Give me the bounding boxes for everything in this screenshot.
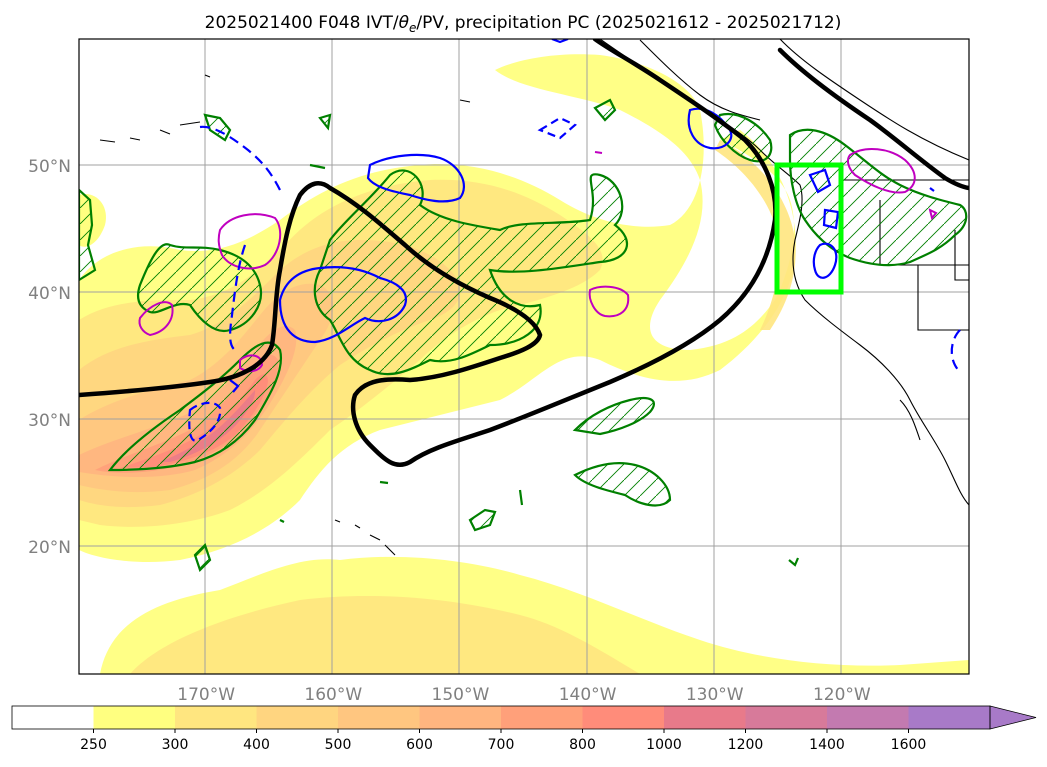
lon-label: 140°W [559,685,617,705]
colorbar-segment [256,706,339,729]
colorbar-label: 1000 [646,737,682,753]
colorbar-segment [338,706,420,729]
colorbar-segment [93,706,176,729]
colorbar-label: 1600 [891,737,927,753]
lon-label: 130°W [686,685,744,705]
colorbar-segment [501,706,583,729]
colorbar-label: 800 [569,737,596,753]
theta-e-contours [79,39,969,468]
lon-label: 170°W [177,685,235,705]
colorbar-label: 300 [162,737,189,753]
latitude-labels: 50°N 40°N 30°N 20°N [28,157,71,558]
colorbar-segment [12,706,94,729]
colorbar-label: 500 [325,737,352,753]
colorbar-label: 250 [80,737,107,753]
pv-contours [188,39,961,442]
colorbar-extend-arrow [989,705,1037,730]
colorbar-label: 700 [488,737,515,753]
colorbar-label: 1400 [809,737,845,753]
colorbar-segment [908,706,991,729]
colorbar-segment [582,706,665,729]
figure-title: 2025021400 F048 IVT/θe/PV, precipitation… [205,13,842,35]
lat-label: 30°N [28,411,71,431]
lon-label: 150°W [432,685,490,705]
colorbar-segment [745,706,828,729]
colorbar-segment [175,706,257,729]
colorbar-segment [419,706,502,729]
colorbar-label: 1200 [728,737,764,753]
lon-label: 120°W [813,685,871,705]
region-box [774,162,844,295]
lat-label: 20°N [28,538,71,558]
lat-label: 40°N [28,284,71,304]
map-frame [78,38,970,675]
lat-label: 50°N [28,157,71,177]
colorbar-label: 400 [243,737,270,753]
colorbar-segment [664,706,746,729]
map-area [79,39,969,674]
lon-label: 160°W [304,685,362,705]
longitude-labels: 170°W 160°W 150°W 140°W 130°W 120°W [177,685,871,705]
colorbar: 250 300 400 500 600 700 800 1000 1200 1400 1600 [11,705,1037,753]
colorbar-label: 600 [406,737,433,753]
colorbar-segment [827,706,909,729]
